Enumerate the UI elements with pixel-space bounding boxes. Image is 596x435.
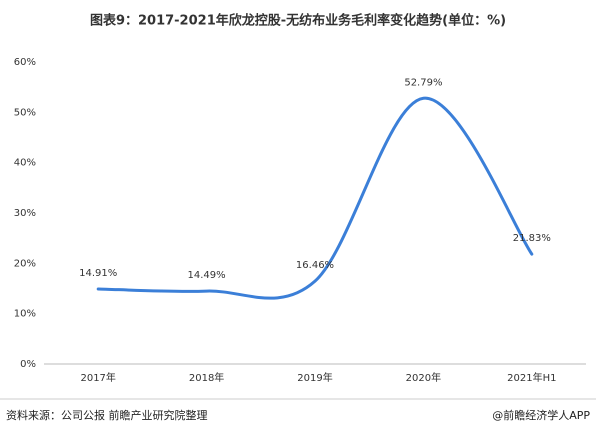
data-label: 16.46% (296, 260, 334, 271)
x-tick-label: 2018年 (189, 371, 224, 384)
source-note: 资料来源：公司公报 前瞻产业研究院整理 (6, 408, 208, 422)
x-tick-label: 2020年 (406, 371, 441, 384)
data-label: 52.79% (404, 77, 442, 88)
y-tick-label: 50% (14, 107, 36, 118)
y-tick-label: 30% (14, 208, 36, 219)
y-tick-label: 10% (14, 309, 36, 320)
y-tick-label: 60% (14, 57, 36, 68)
data-label: 21.83% (513, 233, 551, 244)
x-tick-label: 2019年 (297, 371, 332, 384)
x-tick-label: 2021年H1 (507, 371, 556, 384)
y-tick-label: 40% (14, 158, 36, 169)
data-label: 14.91% (79, 268, 117, 279)
x-tick-label: 2017年 (80, 371, 115, 384)
y-tick-label: 20% (14, 258, 36, 269)
y-tick-label: 0% (20, 359, 36, 370)
line (96, 96, 534, 300)
chart-title: 图表9：2017-2021年欣龙控股-无纺布业务毛利率变化趋势(单位：%) (90, 13, 506, 29)
data-label: 14.49% (188, 270, 226, 281)
credit: @前瞻经济学人APP (492, 408, 590, 422)
